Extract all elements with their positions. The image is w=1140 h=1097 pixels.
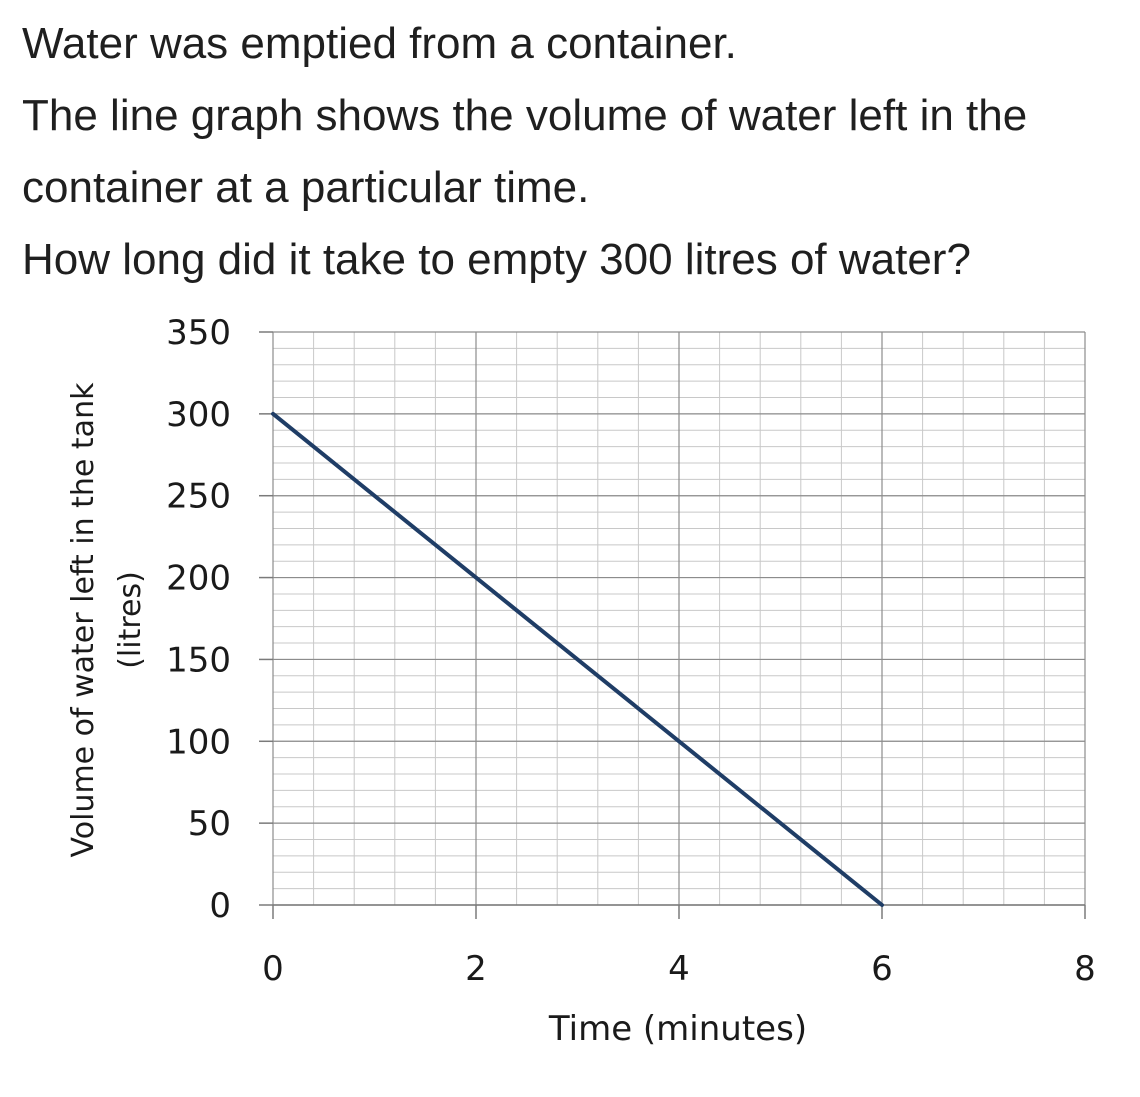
- tick-labels: 0 50 100 150 200 250 300 350 0 2 4 6 8: [166, 313, 1096, 989]
- x-tick-label: 2: [465, 949, 487, 989]
- question-line-2: The line graph shows the volume of water…: [22, 91, 1028, 140]
- chart-svg: 0 50 100 150 200 250 300 350 0 2 4 6 8 Time (minutes…: [66, 313, 1096, 1049]
- y-tick-label: 200: [166, 559, 231, 599]
- series-line: [271, 411, 884, 907]
- x-axis-label: Time (minutes): [548, 1009, 807, 1049]
- y-tick-label: 50: [188, 804, 231, 844]
- grid-major: [272, 331, 1086, 906]
- y-tick-label: 300: [166, 395, 231, 435]
- axes: [259, 331, 1086, 919]
- x-tick-label: 0: [262, 949, 284, 989]
- y-axis-label: Volume of water left in the tank: [66, 382, 101, 858]
- question-line-1: Water was emptied from a container.: [22, 19, 737, 68]
- question-text: Water was emptied from a container. The …: [22, 8, 1132, 296]
- y-tick-label: 0: [209, 886, 231, 926]
- line-chart: 0 50 100 150 200 250 300 350 0 2 4 6 8 Time (minutes…: [0, 300, 1140, 1092]
- x-tick-label: 8: [1074, 949, 1096, 989]
- y-tick-label: 350: [166, 313, 231, 353]
- x-tick-label: 6: [871, 949, 893, 989]
- x-tick-label: 4: [668, 949, 690, 989]
- y-tick-label: 250: [166, 477, 231, 517]
- question-line-3: container at a particular time.: [22, 163, 590, 212]
- question-line-4: How long did it take to empty 300 litres…: [22, 235, 971, 284]
- series-group: [271, 411, 884, 907]
- y-tick-label: 150: [166, 640, 231, 680]
- y-tick-label: 100: [166, 722, 231, 762]
- y-axis-unit-label: (litres): [113, 571, 148, 669]
